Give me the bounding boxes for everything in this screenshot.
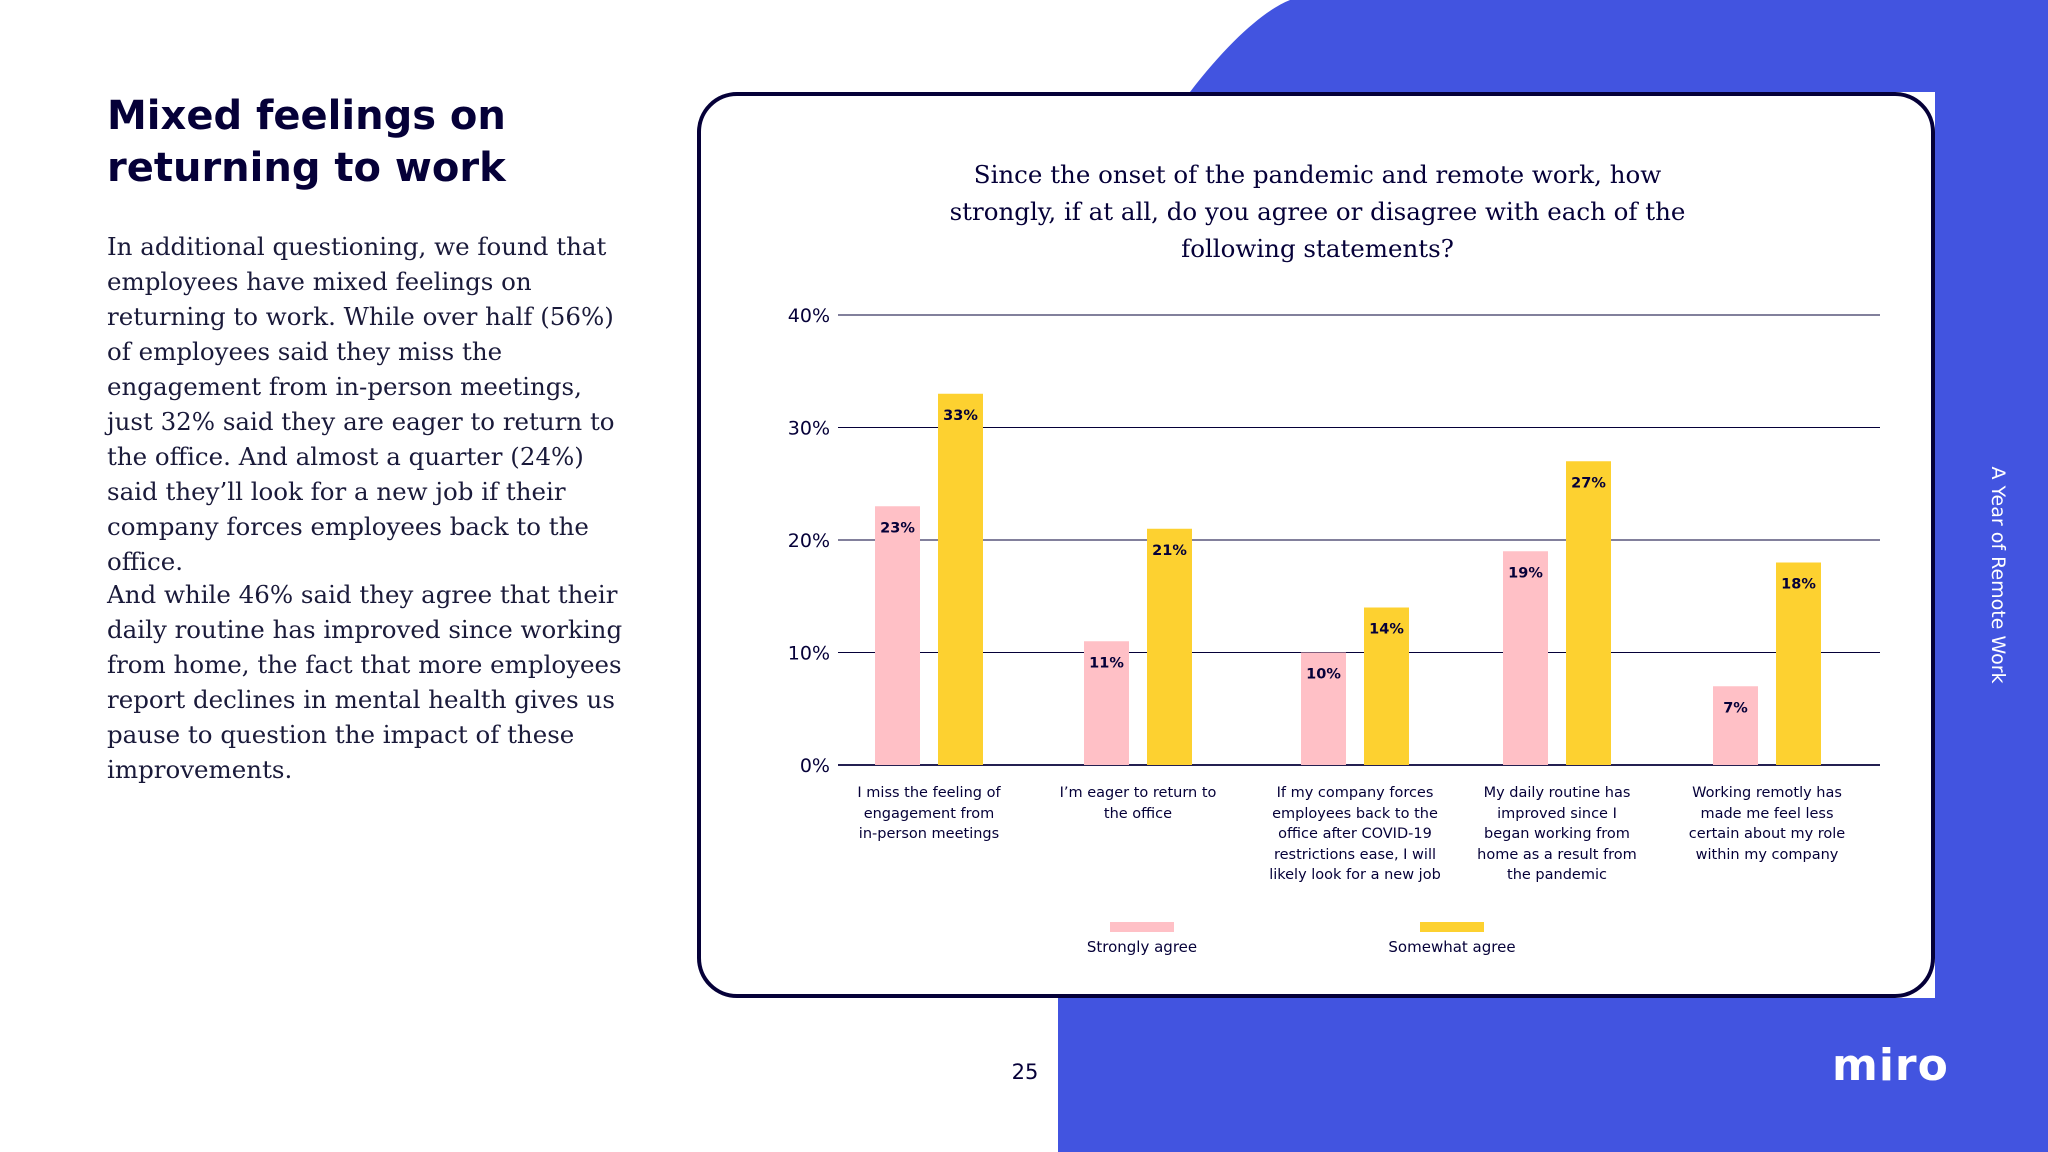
bar-somewhat-agree — [938, 393, 983, 765]
data-label: 19% — [1508, 565, 1543, 581]
x-category-label-line: improved since I — [1497, 805, 1617, 822]
x-category-label: My daily routine has improved since I bega… — [1462, 783, 1652, 886]
x-category-label-line: in-person meetings — [858, 826, 1000, 842]
x-category-label-line: certain about my role — [1688, 826, 1846, 842]
heading-line: returning to work — [107, 145, 506, 191]
bar-somewhat-agree — [1147, 528, 1192, 765]
bar-strongly-agree — [1084, 641, 1129, 765]
bar-strongly-agree — [875, 506, 920, 765]
y-tick-label: 30% — [788, 418, 830, 440]
legend-label: Strongly agree — [1086, 938, 1198, 956]
y-tick-label: 0% — [800, 755, 830, 777]
x-category-label: Working remotly has made me feel less cert… — [1672, 783, 1862, 865]
page-heading: Mixed feelings on returning to work — [107, 90, 667, 194]
x-category-label-line: made me feel less — [1700, 805, 1834, 822]
chart-title-line: Since the onset of the pandemic and remo… — [973, 160, 1662, 189]
data-label: 14% — [1369, 622, 1404, 638]
x-category-label-line: likely look for a new job — [1269, 867, 1441, 883]
x-category-label-line: began working from — [1484, 826, 1630, 842]
x-category-label-line: office after COVID-19 — [1278, 826, 1432, 842]
bar-strongly-agree — [1713, 686, 1758, 765]
heading-line: Mixed feelings on — [107, 93, 506, 139]
bar-strongly-agree — [1301, 652, 1346, 765]
x-category-label: If my company forces employees back to th… — [1260, 783, 1450, 886]
chart-title: Since the onset of the pandemic and remo… — [750, 156, 1885, 267]
data-label: 18% — [1781, 577, 1816, 593]
legend-swatch — [1420, 922, 1484, 932]
y-tick-label: 40% — [788, 305, 830, 327]
side-report-title: A Year of Remote Work — [1987, 466, 2009, 684]
x-category-label-line: My daily routine has — [1483, 785, 1631, 801]
data-label: 33% — [943, 408, 978, 424]
x-category-label-line: I miss the feeling of — [857, 785, 1001, 801]
x-category-label-line: I’m eager to return to — [1059, 785, 1217, 801]
x-category-label-line: engagement from — [863, 805, 995, 822]
x-category-label: I miss the feeling of engagement from in-p… — [834, 783, 1024, 845]
x-category-label-line: home as a result from — [1477, 846, 1637, 863]
data-label: 27% — [1571, 475, 1606, 491]
bar-strongly-agree — [1503, 551, 1548, 765]
body-paragraph: And while 46% said they agree that their… — [107, 580, 623, 784]
x-category-label-line: employees back to the — [1272, 805, 1438, 822]
data-label: 23% — [880, 520, 915, 536]
data-label: 10% — [1306, 667, 1341, 683]
x-category-label-line: the pandemic — [1507, 867, 1607, 883]
legend-label: Somewhat agree — [1388, 938, 1516, 956]
bar-somewhat-agree — [1364, 607, 1409, 765]
x-category-label-line: Working remotly has — [1692, 785, 1842, 801]
y-tick-label: 20% — [788, 530, 830, 552]
x-category-label-line: the office — [1103, 805, 1173, 822]
y-tick-label: 10% — [788, 643, 830, 665]
data-label: 7% — [1723, 700, 1748, 716]
body-paragraph: In additional questioning, we found that… — [107, 232, 615, 576]
bar-somewhat-agree — [1566, 461, 1611, 765]
x-category-label-line: If my company forces — [1276, 785, 1434, 801]
miro-logo: miro — [1832, 1040, 1949, 1091]
data-label: 11% — [1089, 655, 1124, 671]
x-category-label-line: restrictions ease, I will — [1273, 846, 1437, 863]
bar-somewhat-agree — [1776, 562, 1821, 765]
page-number: 25 — [1011, 1060, 1039, 1084]
chart-title-line: strongly, if at all, do you agree or dis… — [949, 197, 1686, 226]
data-label: 21% — [1152, 543, 1187, 559]
chart-title-line: following statements? — [1181, 234, 1454, 263]
x-category-label: I’m eager to return to the office — [1043, 783, 1233, 824]
legend-swatch — [1110, 922, 1174, 932]
x-category-label-line: within my company — [1695, 846, 1839, 863]
